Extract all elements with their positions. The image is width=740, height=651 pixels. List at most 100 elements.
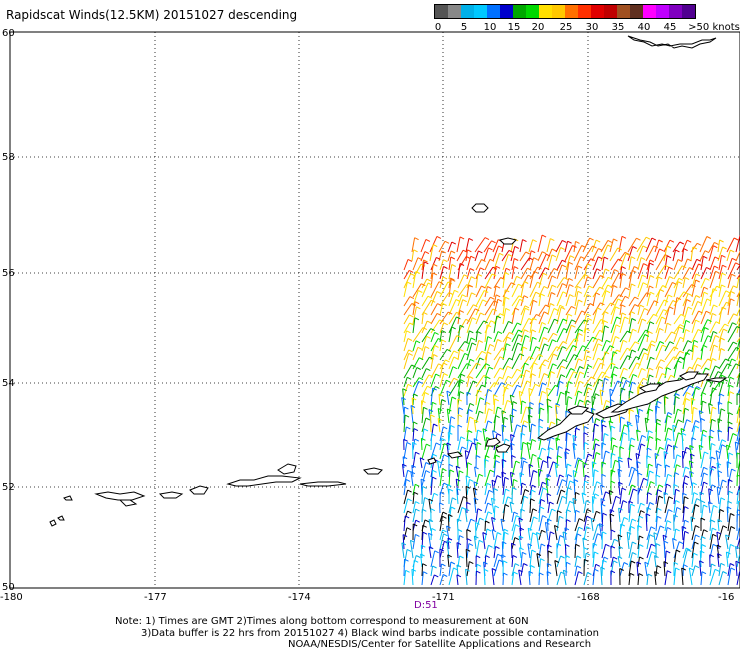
wind-barb-flag — [480, 268, 484, 270]
wind-barb-flag — [680, 351, 684, 353]
wind-barb-flag — [409, 353, 413, 355]
wind-barb-flag — [644, 308, 648, 310]
wind-barb-flag — [731, 568, 735, 570]
wind-barb-flag — [415, 439, 419, 441]
wind-barb — [689, 568, 692, 585]
wind-barb-flag — [695, 505, 699, 507]
wind-barb — [474, 420, 476, 432]
wind-barb-flag — [411, 274, 415, 276]
wind-barb-flag — [508, 376, 512, 378]
wind-barb-flag — [418, 291, 422, 293]
wind-barb-flag — [542, 235, 546, 237]
wind-barb-flag — [580, 372, 584, 374]
wind-barb-flag — [676, 550, 680, 552]
wind-barb — [512, 308, 515, 324]
wind-barb-flag — [532, 330, 536, 332]
lat-label: 54 — [2, 378, 15, 389]
wind-barb-flag — [506, 308, 510, 310]
wind-barb — [620, 417, 621, 432]
wind-barb — [476, 509, 478, 522]
wind-barb-flag — [504, 529, 508, 531]
wind-barb-flag — [641, 511, 645, 513]
wind-barb-flag — [552, 340, 556, 342]
wind-barb — [404, 315, 409, 324]
wind-barb-flag — [442, 469, 446, 471]
wind-barb — [584, 350, 586, 360]
wind-barb-flag — [407, 442, 411, 444]
wind-barb — [512, 425, 517, 441]
wind-barb — [466, 486, 467, 504]
wind-barb-flag — [611, 530, 615, 532]
wind-barb-flag — [524, 564, 528, 566]
wind-barb-flag — [522, 458, 526, 460]
wind-barb-flag — [454, 357, 458, 359]
wind-barb-flag — [703, 430, 707, 432]
wind-barb-flag — [588, 365, 592, 367]
wind-barb-flag — [489, 545, 493, 547]
wind-barb — [629, 424, 630, 441]
wind-barb-flag — [648, 493, 652, 495]
wind-barb-flag — [679, 327, 683, 329]
wind-barb-flag — [625, 296, 629, 298]
wind-barb-flag — [469, 410, 473, 412]
wind-barb-flag — [625, 317, 629, 319]
wind-barb-flag — [435, 386, 439, 388]
wind-barb — [485, 512, 488, 522]
wind-barb-flag — [470, 269, 474, 271]
wind-barb-flag — [578, 458, 582, 460]
wind-barb-flag — [553, 333, 557, 335]
wind-barb-flag — [486, 402, 490, 404]
wind-barb — [701, 359, 708, 369]
wind-barb — [593, 257, 598, 270]
wind-barb-flag — [460, 392, 464, 394]
wind-barb — [404, 297, 410, 306]
wind-barb-flag — [695, 566, 699, 568]
wind-barb-flag — [407, 331, 411, 333]
wind-barb-flag — [571, 306, 575, 308]
wind-barb-flag — [633, 247, 637, 249]
wind-barb-flag — [443, 530, 447, 532]
wind-barb-flag — [586, 553, 590, 555]
wind-barb-flag — [605, 269, 609, 271]
wind-barb-flag — [409, 350, 413, 352]
wind-barb — [510, 415, 512, 432]
wind-barb-flag — [623, 340, 627, 342]
wind-barb-flag — [667, 416, 671, 418]
wind-barb-flag — [658, 277, 662, 279]
wind-barb-flag — [733, 434, 737, 436]
wind-barb-flag — [578, 291, 582, 293]
wind-barb-flag — [569, 285, 573, 287]
wind-barb — [548, 519, 549, 531]
wind-barb-flag — [614, 561, 618, 563]
wind-barb-flag — [425, 393, 429, 395]
wind-barb-flag — [507, 366, 511, 368]
wind-barb — [421, 545, 422, 558]
wind-barb-flag — [407, 282, 411, 284]
wind-barb-flag — [560, 475, 564, 477]
wind-barb — [593, 269, 597, 279]
wind-barb-flag — [548, 406, 552, 408]
wind-barb-flag — [480, 518, 484, 520]
wind-barb-flag — [478, 274, 482, 276]
wind-barb-flag — [434, 493, 438, 495]
wind-barb-flag — [722, 273, 726, 275]
wind-barb-flag — [584, 427, 588, 429]
wind-barb — [467, 440, 468, 450]
wind-barb-flag — [714, 345, 718, 347]
wind-barb-flag — [414, 429, 418, 431]
wind-barb-flag — [730, 385, 734, 387]
wind-barb-flag — [657, 419, 661, 421]
wind-barb-flag — [585, 475, 589, 477]
wind-barb — [655, 453, 656, 468]
wind-barb-flag — [696, 280, 700, 282]
wind-barb-flag — [568, 314, 572, 316]
wind-barb-flag — [631, 312, 635, 314]
wind-barb-flag — [444, 267, 448, 269]
wind-barb — [512, 461, 516, 477]
wind-barb — [575, 372, 580, 387]
wind-barb-flag — [639, 409, 643, 411]
wind-barb — [413, 368, 417, 379]
wind-barb-flag — [478, 509, 482, 511]
wind-barb — [647, 493, 648, 504]
wind-barb — [710, 286, 717, 297]
